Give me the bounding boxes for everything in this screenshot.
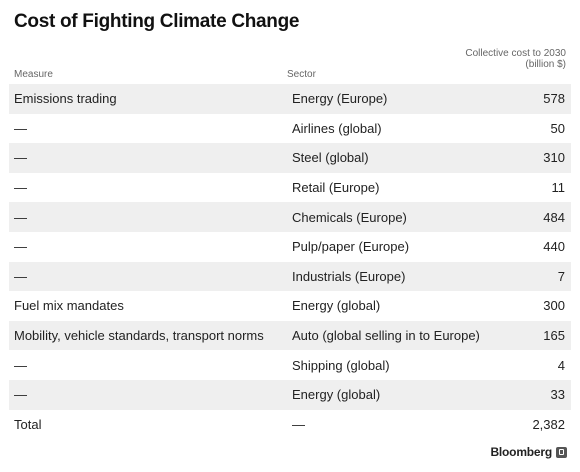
table-body: Emissions trading Energy (Europe) 578 — Airl…: [9, 84, 571, 439]
table-row: — Industrials (Europe) 7: [9, 261, 571, 292]
measure-cell: —: [9, 261, 287, 292]
column-header-cost: Collective cost to 2030 (billion $): [465, 48, 566, 70]
data-table: Emissions trading Energy (Europe) 578 — Airl…: [9, 84, 571, 439]
column-header-sector: Sector: [287, 69, 316, 80]
value-cell: 484: [506, 202, 571, 232]
table-row: Total — 2,382: [9, 410, 571, 440]
table-row: Emissions trading Energy (Europe) 578: [9, 84, 571, 114]
sector-cell: Pulp/paper (Europe): [292, 239, 410, 255]
measure-cell: Total: [14, 416, 42, 432]
value-cell: 165: [506, 320, 571, 351]
column-header-measure: Measure: [14, 69, 53, 80]
table-row: — Shipping (global) 4: [9, 350, 571, 380]
measure-cell: —: [14, 357, 27, 373]
sector-cell: Energy (global): [292, 298, 381, 314]
table-row: — Chemicals (Europe) 484: [9, 202, 571, 232]
sector-cell: Retail (Europe): [292, 180, 380, 196]
sector-cell: Chemicals (Europe): [287, 202, 506, 232]
measure-cell: —: [9, 202, 287, 232]
table-row: — Pulp/paper (Europe) 440: [9, 232, 571, 262]
table-row: Fuel mix mandates Energy (global) 300: [9, 291, 571, 321]
sector-cell: Energy (Europe): [287, 84, 506, 114]
sector-cell: Industrials (Europe): [287, 261, 506, 292]
measure-cell: Mobility, vehicle standards, transport n…: [9, 320, 287, 351]
brand-logo-text: Bloomberg: [490, 445, 552, 459]
table-row: — Energy (global) 33: [9, 379, 571, 410]
measure-cell: Fuel mix mandates: [14, 298, 124, 314]
value-cell: 11: [551, 180, 566, 196]
table-row: — Retail (Europe) 11: [9, 173, 571, 203]
sector-cell: Airlines (global): [292, 120, 382, 136]
sector-cell: Auto (global selling in to Europe): [287, 320, 506, 351]
value-cell: 300: [543, 298, 565, 314]
footer: Bloomberg: [490, 445, 567, 459]
bloomberg-icon: [556, 446, 567, 458]
value-cell: 50: [550, 120, 565, 136]
value-cell: 2,382: [532, 416, 565, 432]
sector-cell: Energy (global): [287, 379, 506, 410]
measure-cell: —: [14, 239, 27, 255]
measure-cell: —: [14, 180, 27, 196]
value-cell: 440: [543, 239, 565, 255]
measure-cell: —: [14, 120, 27, 136]
sector-cell: Steel (global): [287, 143, 506, 173]
sector-cell: Shipping (global): [292, 357, 390, 373]
value-cell: 578: [506, 84, 571, 114]
table-row: — Airlines (global) 50: [9, 114, 571, 144]
value-cell: 33: [506, 379, 571, 410]
measure-cell: —: [9, 379, 287, 410]
sector-cell: —: [292, 416, 305, 432]
table-row: Mobility, vehicle standards, transport n…: [9, 320, 571, 351]
measure-cell: —: [9, 143, 287, 173]
table-row: — Steel (global) 310: [9, 143, 571, 173]
value-cell: 4: [557, 357, 565, 373]
chart-title: Cost of Fighting Climate Change: [14, 11, 300, 32]
value-cell: 7: [506, 261, 571, 292]
value-cell: 310: [506, 143, 571, 173]
measure-cell: Emissions trading: [9, 84, 287, 114]
